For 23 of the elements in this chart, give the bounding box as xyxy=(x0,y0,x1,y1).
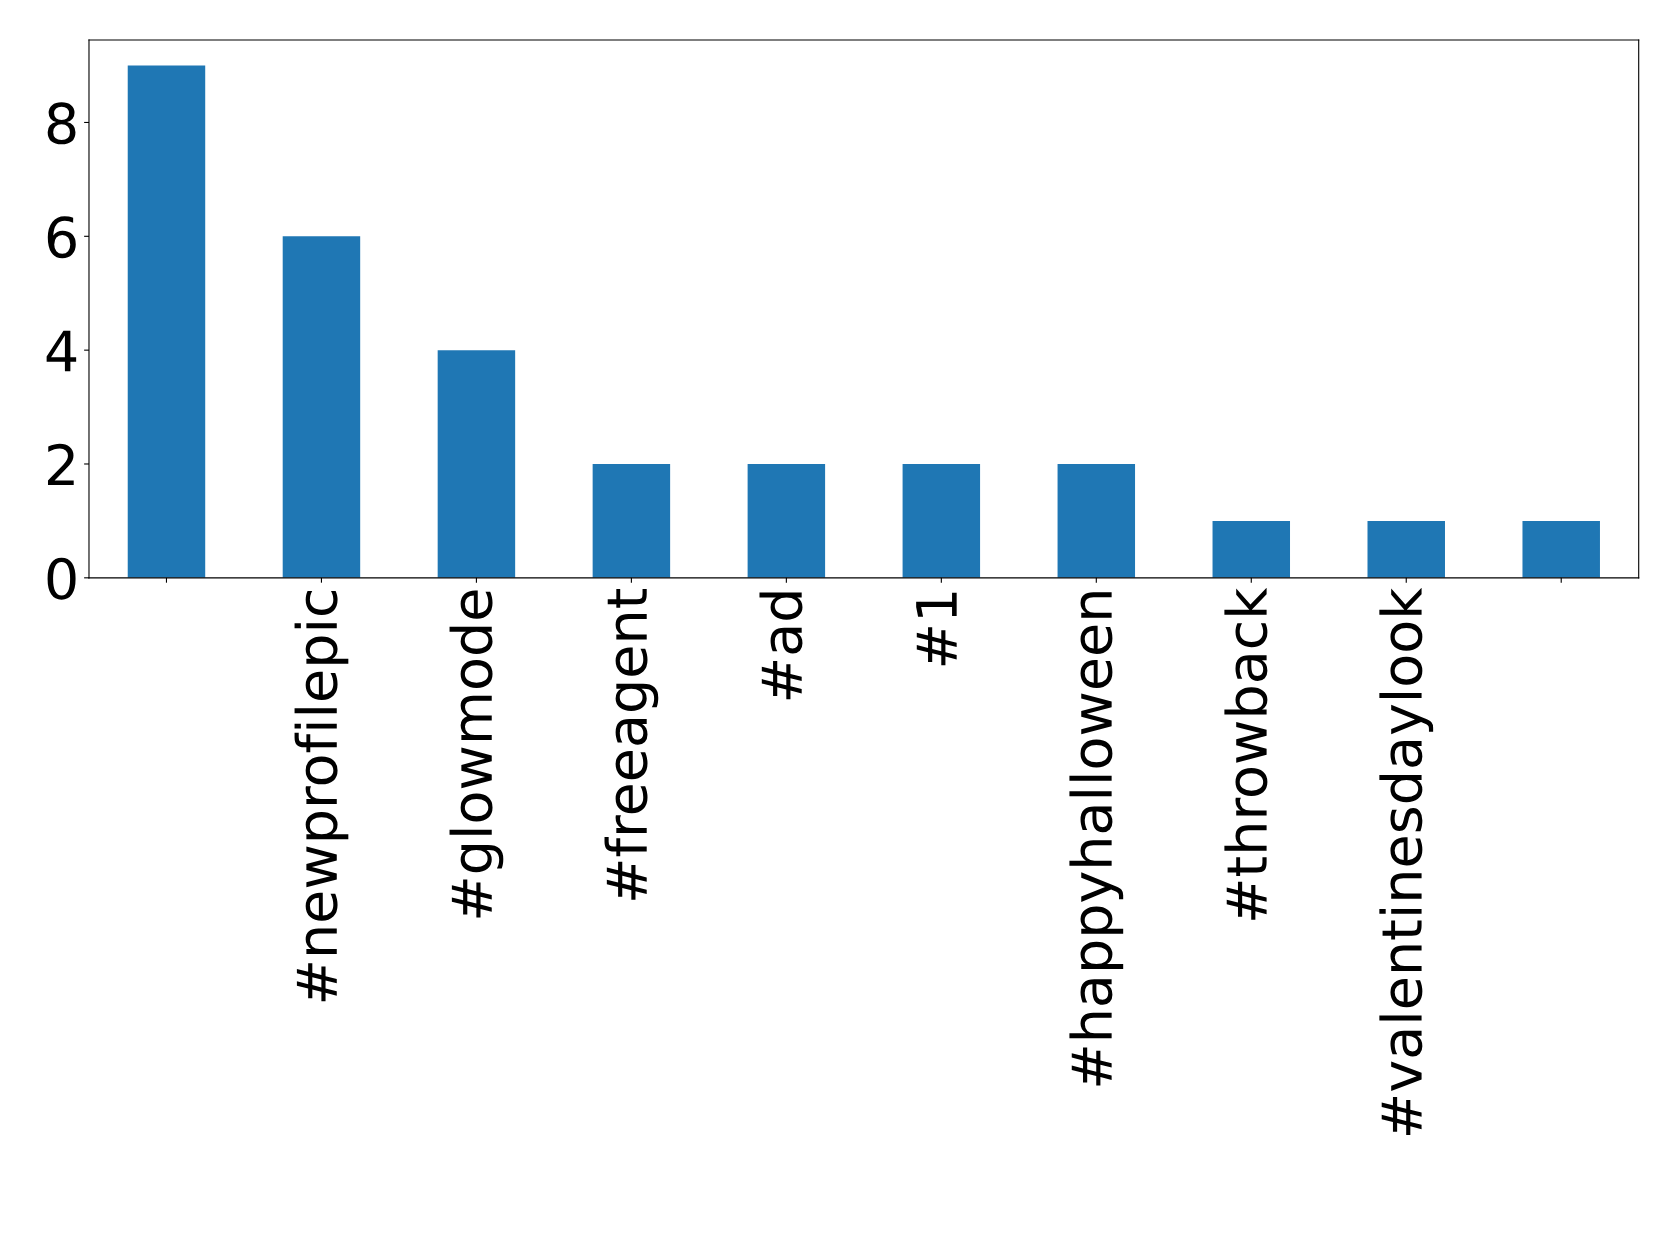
x-tick-label: #glowmode xyxy=(449,590,504,918)
bar xyxy=(127,65,206,578)
bar xyxy=(747,463,826,578)
y-tick-label: 6 xyxy=(47,216,76,259)
bar xyxy=(1057,463,1136,578)
x-tick-label: #newprofilepic xyxy=(294,591,349,1002)
x-tick-label: #freeagent xyxy=(604,588,659,900)
bar xyxy=(1367,520,1445,578)
bar xyxy=(437,350,516,578)
y-tick-label: 8 xyxy=(47,102,76,145)
y-tick-label: 2 xyxy=(47,443,74,486)
x-tick-label: #valentinesdaylook xyxy=(1379,587,1434,1135)
bar xyxy=(902,463,981,578)
x-tick-label: #happyhalloween xyxy=(1069,592,1124,1086)
y-tick-label: 4 xyxy=(46,330,77,372)
bar xyxy=(592,463,671,578)
x-tick-label: #ad xyxy=(759,592,803,700)
x-tick-label: #throwback xyxy=(1224,587,1268,920)
bar xyxy=(1522,520,1600,578)
bar xyxy=(282,236,361,578)
x-tick-label: #1 xyxy=(916,592,957,666)
y-tick-label: 0 xyxy=(47,557,76,600)
bar xyxy=(1212,520,1291,578)
